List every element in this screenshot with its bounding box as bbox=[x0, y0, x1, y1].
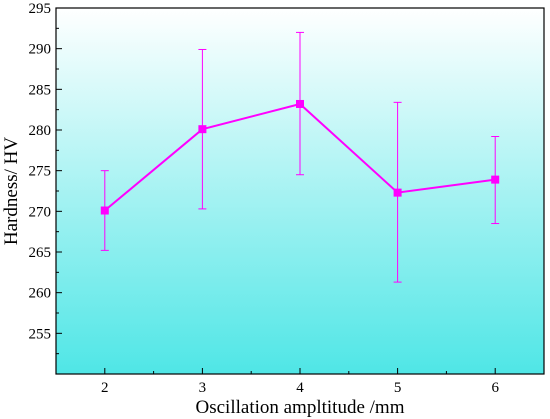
y-tick-label: 290 bbox=[29, 42, 52, 58]
x-tick-label: 3 bbox=[199, 380, 207, 396]
y-tick-label: 275 bbox=[29, 164, 52, 180]
x-axis-label: Oscillation ampltitude /mm bbox=[196, 397, 405, 418]
x-tick-label: 2 bbox=[101, 380, 109, 396]
x-tick-label: 6 bbox=[491, 380, 499, 396]
data-point bbox=[393, 188, 402, 197]
data-point bbox=[198, 125, 207, 134]
data-point bbox=[491, 175, 500, 184]
y-tick-label: 265 bbox=[29, 245, 52, 261]
data-point bbox=[296, 99, 304, 108]
y-tick-label: 280 bbox=[29, 123, 52, 139]
x-tick-label: 4 bbox=[296, 380, 304, 396]
x-tick-label: 5 bbox=[394, 380, 402, 396]
y-tick-label: 295 bbox=[29, 1, 52, 17]
y-tick-label: 260 bbox=[29, 286, 52, 302]
y-tick-label: 285 bbox=[29, 82, 52, 98]
y-tick-label: 255 bbox=[29, 326, 52, 342]
data-point bbox=[100, 206, 109, 215]
y-axis-label: Hardness/ HV bbox=[1, 137, 22, 245]
y-tick-label: 270 bbox=[29, 204, 52, 220]
